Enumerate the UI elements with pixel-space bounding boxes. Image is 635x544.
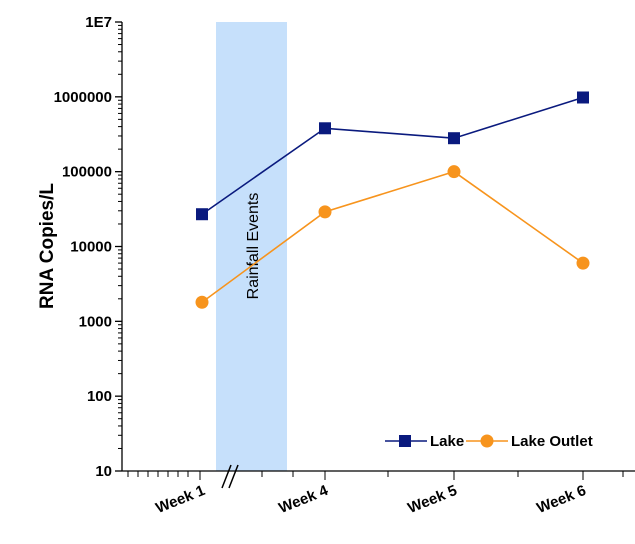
x-tick-label: Week 4 <box>276 482 331 517</box>
legend-label: Lake <box>430 433 464 450</box>
y-tick-label: 10000 <box>70 239 112 256</box>
data-point <box>577 257 590 270</box>
x-axis: Week 1 Week 4 Week 5 Week 6 <box>122 465 635 517</box>
y-tick-label: 100000 <box>62 164 112 181</box>
y-axis: 10 100 1000 10000 100000 1000000 1E7 <box>54 14 122 480</box>
data-point <box>196 296 209 309</box>
legend: Lake Lake Outlet <box>385 433 593 450</box>
legend-label: Lake Outlet <box>511 433 593 450</box>
y-tick-label: 100 <box>87 388 112 405</box>
x-tick-label: Week 5 <box>405 482 459 517</box>
y-tick-label: 1000 <box>79 313 112 330</box>
data-point <box>319 205 332 218</box>
legend-item: Lake Outlet <box>466 433 593 450</box>
data-point <box>448 132 460 144</box>
legend-marker <box>481 435 494 448</box>
y-axis-title: RNA Copies/L <box>37 183 58 309</box>
data-point <box>577 91 589 103</box>
data-point <box>196 208 208 220</box>
y-tick-label: 1E7 <box>85 14 112 31</box>
data-point <box>448 165 461 178</box>
legend-item: Lake <box>385 433 464 450</box>
y-tick-label: 10 <box>95 463 112 480</box>
rainfall-band-label: Rainfall Events <box>245 193 262 300</box>
x-tick-label: Week 1 <box>153 482 207 517</box>
legend-marker <box>399 435 411 447</box>
x-tick-label: Week 6 <box>534 482 588 517</box>
data-point <box>319 122 331 134</box>
y-tick-label: 1000000 <box>54 89 112 106</box>
